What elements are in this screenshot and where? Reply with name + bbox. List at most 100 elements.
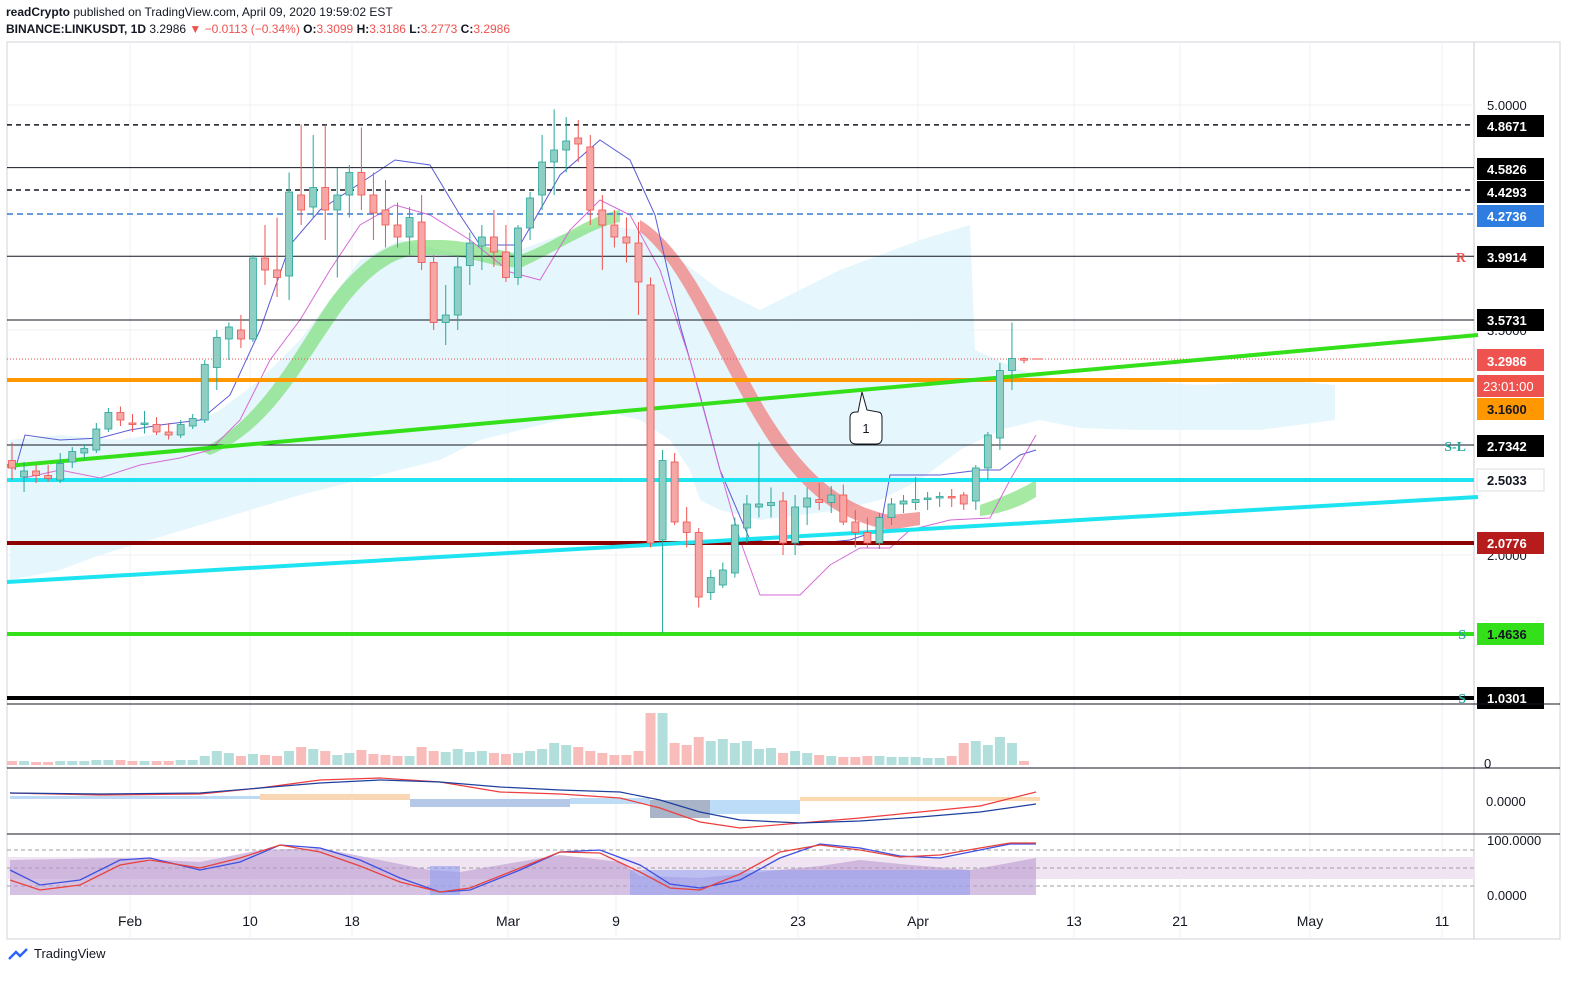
price-label-4.4293: 4.4293 (1477, 181, 1544, 203)
candle (92, 423, 101, 453)
countdown-tag: 23:01:00 (1477, 375, 1544, 397)
candle (863, 517, 872, 548)
candle (983, 432, 992, 480)
volume-bar (597, 753, 608, 765)
candle (670, 453, 679, 525)
candle (935, 492, 944, 507)
volume-bar (260, 755, 270, 765)
chart-frame (6, 41, 1561, 940)
change-value: −0.0113 (−0.34%) (204, 22, 300, 36)
volume-bar (91, 760, 102, 765)
candle (562, 117, 571, 173)
volume-bar (537, 749, 548, 765)
svg-text:2.5033: 2.5033 (1487, 473, 1527, 488)
symbol-label: BINANCE:LINKUSDT, 1D (6, 22, 147, 36)
candle (658, 450, 667, 633)
candle (815, 483, 824, 510)
volume-bar (549, 743, 560, 765)
green-trendline (6, 333, 1479, 468)
candle (465, 232, 474, 285)
down-arrow-icon: ▼ (189, 22, 202, 36)
volume-zero-label: 0 (1484, 756, 1491, 771)
candle (490, 210, 498, 267)
candle (44, 465, 53, 482)
time-tick: 9 (612, 913, 620, 929)
volume-bar (296, 747, 307, 765)
volume-bar (43, 762, 54, 765)
candle (429, 255, 438, 330)
volume-bar (464, 752, 475, 765)
candle (200, 360, 209, 423)
volume-bar (585, 751, 596, 765)
candle (875, 513, 884, 549)
candle (622, 217, 631, 263)
volume-bar (970, 741, 981, 765)
volume-bar (151, 761, 162, 765)
horizontal-levels (7, 124, 1474, 700)
candle (56, 453, 65, 483)
price-label-3.1600: 3.1600 (1477, 398, 1544, 420)
candle (140, 411, 149, 434)
volume-bar (488, 753, 499, 765)
candle (273, 217, 281, 297)
candle (839, 484, 848, 525)
candle (779, 492, 787, 555)
candle (393, 202, 402, 248)
volume-bar (790, 751, 801, 765)
footer-brand[interactable]: TradingView (8, 946, 106, 961)
volume-bar (356, 750, 367, 765)
svg-text:2.7342: 2.7342 (1487, 439, 1527, 454)
candle (574, 120, 583, 162)
volume-bar (31, 762, 42, 765)
volume-bar (525, 751, 536, 765)
open-value: 3.3099 (316, 22, 354, 36)
time-tick: 18 (344, 913, 360, 929)
volume-bar (886, 757, 897, 765)
volume-bar (308, 749, 319, 765)
volume-bar (452, 749, 463, 765)
volume-bar (766, 748, 776, 765)
volume-bar (235, 756, 246, 765)
price-label-4.2736: 4.2736 (1477, 205, 1544, 227)
svg-text:1.0301: 1.0301 (1487, 691, 1527, 706)
volume-bar (187, 760, 198, 765)
volume-bar (103, 760, 114, 765)
candle (899, 495, 908, 513)
volume-bar (633, 751, 644, 765)
volume-bar (705, 741, 716, 765)
stoch-bottom-label: 0.0000 (1487, 888, 1527, 903)
time-tick: 13 (1066, 913, 1082, 929)
candle (610, 210, 619, 248)
volume-bar (476, 751, 487, 765)
volume-bar (320, 751, 331, 765)
volume-bar (778, 753, 789, 765)
volume-bars (7, 713, 1029, 765)
candle (646, 277, 655, 548)
volume-bar (814, 755, 825, 765)
footer-brand-label: TradingView (34, 946, 106, 961)
volume-bar (284, 751, 295, 765)
svg-text:2.0776: 2.0776 (1487, 536, 1527, 551)
volume-bar (573, 747, 584, 765)
volume-bar (67, 761, 78, 765)
candle (526, 192, 534, 240)
time-tick: 23 (790, 913, 806, 929)
volume-bar (1006, 743, 1017, 765)
volume-bar (982, 745, 993, 765)
publisher-name[interactable]: readCrypto (6, 5, 71, 19)
candle (237, 315, 245, 348)
candle (8, 442, 16, 480)
volume-bar (621, 755, 632, 765)
volume-bar (826, 756, 837, 765)
candle (959, 492, 968, 510)
candle (381, 180, 390, 248)
candle (285, 172, 293, 300)
volume-bar (741, 741, 752, 765)
candle (477, 225, 486, 270)
volume-bar (922, 758, 933, 765)
candle (321, 124, 330, 240)
volume-bar (645, 713, 656, 765)
price-label-2.0776: 2.0776 (1477, 532, 1544, 554)
high-value: 3.3186 (369, 22, 406, 36)
